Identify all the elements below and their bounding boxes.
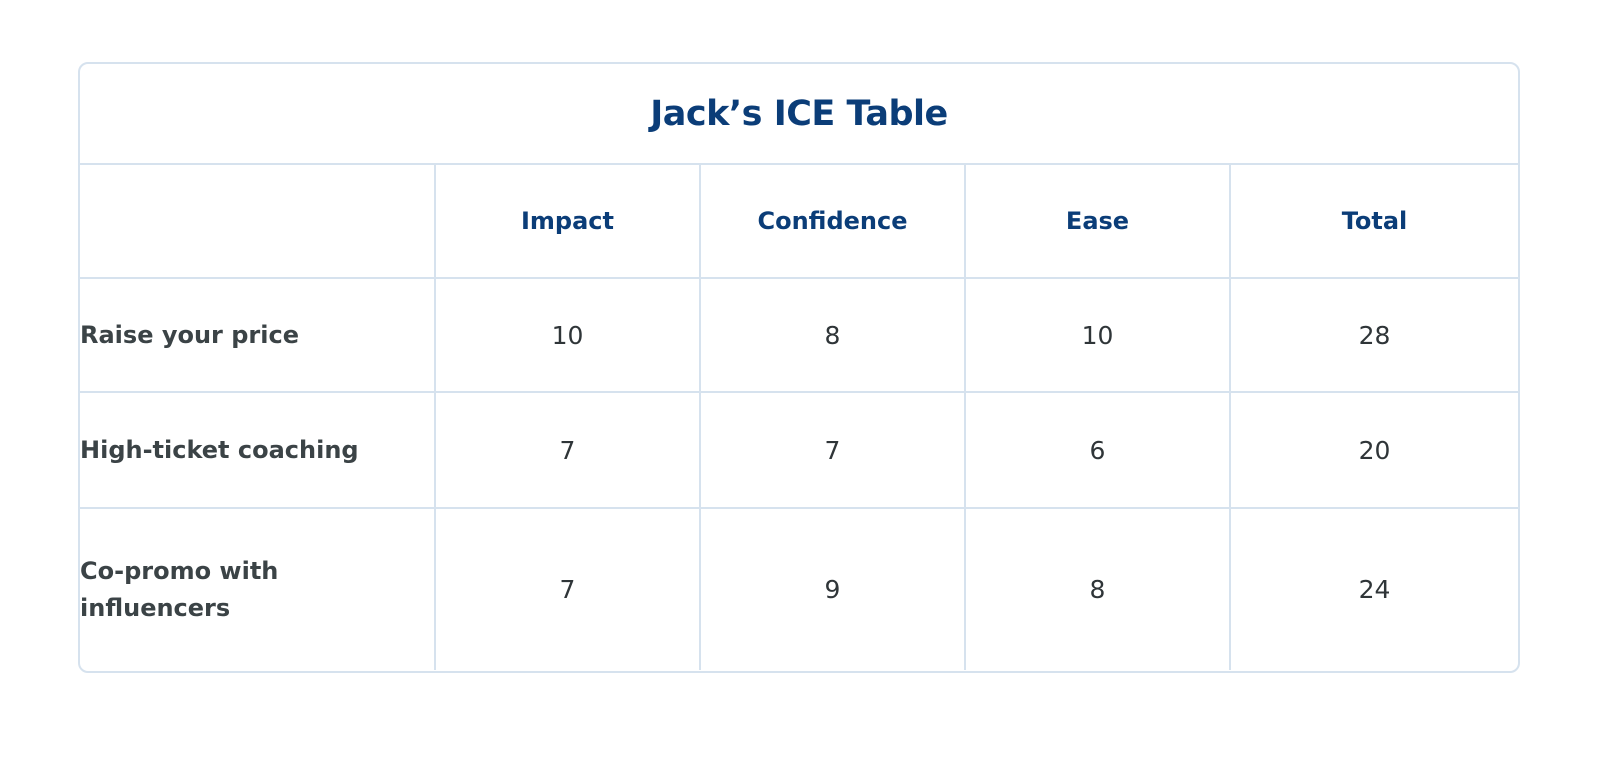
impact-value: 7 (435, 392, 701, 509)
corner-cell (80, 165, 436, 279)
header-confidence: Confidence (700, 165, 966, 279)
table-row: Raise your price 10 8 10 28 (80, 278, 1518, 393)
ease-value: 8 (965, 508, 1231, 670)
row-label: High-ticket coaching (80, 392, 436, 509)
ice-table: Impact Confidence Ease Total Raise your … (80, 165, 1518, 670)
confidence-value: 8 (700, 278, 966, 393)
table-title: Jack’s ICE Table (650, 93, 948, 134)
impact-value: 7 (435, 508, 701, 670)
row-label: Raise your price (80, 278, 436, 393)
ease-value: 6 (965, 392, 1231, 509)
table-row: Co-promo with influencers 7 9 8 24 (80, 508, 1518, 670)
total-value: 28 (1230, 278, 1518, 393)
header-total: Total (1230, 165, 1518, 279)
table-header-row: Impact Confidence Ease Total (80, 165, 1518, 279)
table-row: High-ticket coaching 7 7 6 20 (80, 392, 1518, 509)
confidence-value: 7 (700, 392, 966, 509)
impact-value: 10 (435, 278, 701, 393)
confidence-value: 9 (700, 508, 966, 670)
ice-table-card: Jack’s ICE Table Impact Confidence Ease … (78, 62, 1520, 673)
table-title-row: Jack’s ICE Table (80, 64, 1518, 165)
header-ease: Ease (965, 165, 1231, 279)
row-label: Co-promo with influencers (80, 508, 436, 670)
header-impact: Impact (435, 165, 701, 279)
ease-value: 10 (965, 278, 1231, 393)
total-value: 20 (1230, 392, 1518, 509)
total-value: 24 (1358, 575, 1391, 604)
